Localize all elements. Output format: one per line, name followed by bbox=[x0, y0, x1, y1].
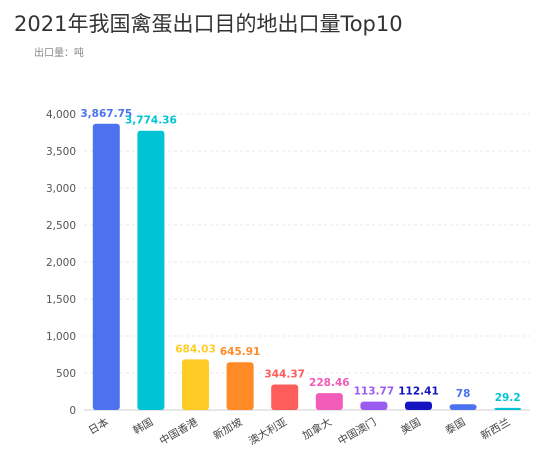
y-tick-label: 1,000 bbox=[46, 331, 76, 343]
y-tick-label: 2,000 bbox=[46, 257, 76, 269]
x-tick-label: 新加坡 bbox=[211, 415, 245, 442]
data-label: 645.91 bbox=[220, 346, 261, 358]
y-tick-label: 4,000 bbox=[46, 109, 76, 121]
x-tick-label: 新西兰 bbox=[478, 415, 512, 442]
y-tick-label: 1,500 bbox=[46, 294, 76, 306]
bar bbox=[226, 362, 254, 410]
data-label: 112.41 bbox=[398, 386, 439, 398]
x-tick-label: 日本 bbox=[86, 415, 111, 437]
x-tick-label: 韩国 bbox=[131, 415, 156, 437]
data-label: 113.77 bbox=[354, 386, 395, 398]
y-tick-label: 3,000 bbox=[46, 183, 76, 195]
data-label: 78 bbox=[456, 388, 471, 400]
data-label: 228.46 bbox=[309, 377, 350, 389]
x-tick-label: 中国香港 bbox=[157, 415, 200, 448]
y-tick-label: 2,500 bbox=[46, 220, 76, 232]
chart-title: 2021年我国禽蛋出口目的地出口量Top10 bbox=[14, 12, 403, 36]
data-label: 684.03 bbox=[175, 343, 216, 355]
data-label: 344.37 bbox=[264, 369, 305, 381]
y-tick-label: 500 bbox=[56, 368, 76, 380]
bar bbox=[92, 123, 120, 410]
bar bbox=[494, 407, 522, 410]
bar bbox=[405, 401, 432, 410]
y-tick-label: 3,500 bbox=[46, 146, 76, 158]
bar bbox=[182, 359, 209, 410]
x-tick-label: 中国澳门 bbox=[336, 415, 379, 447]
bar bbox=[360, 401, 388, 410]
unit-label: 出口量：吨 bbox=[34, 48, 84, 59]
bar bbox=[315, 393, 343, 410]
x-tick-label: 美国 bbox=[398, 415, 423, 437]
bar bbox=[271, 384, 299, 410]
x-tick-label: 加拿大 bbox=[300, 415, 334, 442]
x-tick-label: 澳大利亚 bbox=[246, 415, 289, 448]
data-label: 3,774.36 bbox=[125, 115, 177, 127]
bar bbox=[449, 404, 477, 410]
bar bbox=[137, 130, 165, 410]
y-tick-label: 0 bbox=[69, 405, 76, 417]
x-tick-label: 泰国 bbox=[443, 415, 468, 437]
data-label: 3,867.75 bbox=[80, 108, 132, 120]
data-label: 29.2 bbox=[495, 392, 521, 404]
